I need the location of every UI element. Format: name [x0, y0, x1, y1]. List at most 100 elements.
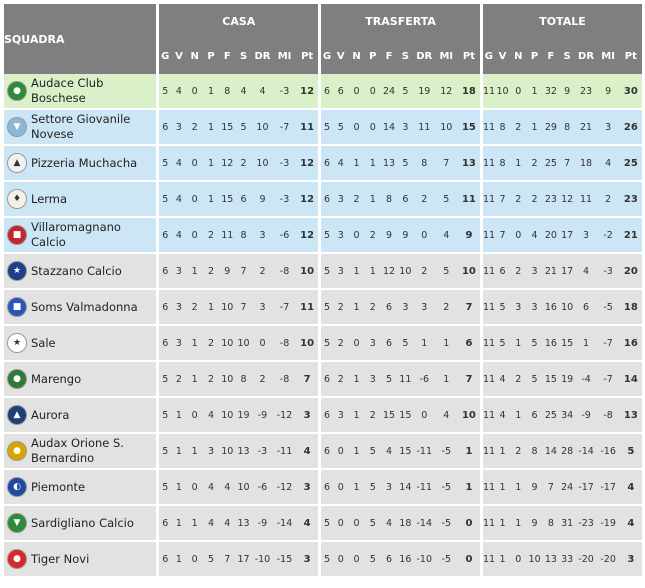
- trasferta-g-cell: 5: [318, 326, 333, 362]
- trasferta-p-cell: 1: [364, 254, 382, 290]
- trasferta-g-cell: 6: [318, 434, 333, 470]
- casa-g-cell: 6: [156, 290, 172, 326]
- team-name[interactable]: Tiger Novi: [31, 551, 90, 566]
- table-row[interactable]: ★ Sale 6 3 1 2 10 10 0 -8 10 5 2 0 3 6 5 1 1 6 11 5 1 5 16 15 1 -7 1…: [4, 326, 642, 362]
- trasferta-p-cell: 1: [364, 182, 382, 218]
- trasferta-p-cell: 5: [364, 470, 382, 506]
- trasferta-g-cell: 5: [318, 110, 333, 146]
- trasferta-p-cell: 0: [364, 110, 382, 146]
- trasferta-mi-cell: 4: [434, 218, 458, 254]
- team-crest-icon: ●: [7, 441, 27, 461]
- team-name[interactable]: Piemonte: [31, 479, 86, 494]
- trasferta-dr-cell: 0: [413, 398, 435, 434]
- team-cell: ★ Sale: [4, 326, 157, 362]
- trasferta-mi-cell: -5: [434, 542, 458, 578]
- casa-g-cell: 5: [156, 398, 172, 434]
- table-row[interactable]: ● Tiger Novi 6 1 0 5 7 17 -10 -15 3 5 0 0 5 6 16 -10 -5 0 11…: [4, 542, 642, 578]
- trasferta-f-cell: 6: [381, 326, 397, 362]
- totale-p-cell: 3: [526, 290, 543, 326]
- casa-f-cell: 12: [219, 146, 236, 182]
- totale-f-cell: 16: [542, 326, 559, 362]
- casa-col-s-header: S: [235, 38, 252, 74]
- totale-mi-cell: -16: [596, 434, 620, 470]
- trasferta-pt-cell: 11: [457, 182, 480, 218]
- trasferta-g-cell: 6: [318, 146, 333, 182]
- team-name[interactable]: Marengo: [31, 371, 82, 386]
- team-name[interactable]: Settore Giovanile Novese: [31, 112, 131, 141]
- trasferta-pt-cell: 9: [457, 218, 480, 254]
- trasferta-pt-cell: 7: [457, 290, 480, 326]
- totale-p-cell: 4: [526, 218, 543, 254]
- trasferta-p-cell: 2: [364, 218, 382, 254]
- casa-pt-cell: 12: [296, 146, 319, 182]
- trasferta-pt-cell: 1: [457, 470, 480, 506]
- trasferta-header: TRASFERTA: [318, 4, 480, 38]
- table-row[interactable]: ▼ Sardigliano Calcio 6 1 1 4 4 13 -9 -14 4 5 0 0 5 4 18-…: [4, 506, 642, 542]
- team-name[interactable]: Audax Orione S. Bernardino: [31, 436, 124, 465]
- totale-s-cell: 10: [558, 290, 576, 326]
- table-row[interactable]: ▼ Settore Giovanile Novese 6 3 2 1 15 5 10 -7 11 5 5…: [4, 110, 642, 146]
- trasferta-mi-cell: 12: [434, 74, 458, 110]
- team-name[interactable]: Stazzano Calcio: [31, 263, 122, 278]
- casa-dr-cell: 0: [251, 326, 273, 362]
- team-name[interactable]: Lerma: [31, 191, 68, 206]
- team-crest-icon: ◐: [7, 477, 27, 497]
- table-row[interactable]: ★ Stazzano Calcio 6 3 1 2 9 7 2 -8 10 5 3 1 1 12 10 2 5 10 1…: [4, 254, 642, 290]
- casa-col-dr-header: DR: [251, 38, 273, 74]
- team-name[interactable]: Villaromagnano Calcio: [31, 220, 121, 249]
- casa-f-cell: 4: [219, 470, 236, 506]
- team-cell: ● Marengo: [4, 362, 157, 398]
- team-name[interactable]: Sardigliano Calcio: [31, 515, 134, 530]
- trasferta-v-cell: 2: [332, 326, 349, 362]
- table-row[interactable]: ▲ Aurora 5 1 0 4 10 19 -9 -12 3 6 3 1 2 15 15 0 4 10 11 4 1 6 25…: [4, 398, 642, 434]
- table-row[interactable]: ▲ Pizzeria Muchacha 5 4 0 1 12 2 10 -3 12 6 4 1 1 13 5 8 7…: [4, 146, 642, 182]
- table-row[interactable]: ◐ Piemonte 5 1 0 4 4 10 -6 -12 3 6 0 1 5 3 14 -11 -5 1 11 1 1 9…: [4, 470, 642, 506]
- trasferta-mi-cell: 1: [434, 362, 458, 398]
- trasferta-n-cell: 0: [348, 74, 365, 110]
- casa-header: CASA: [156, 4, 319, 38]
- column-header-row: G V N P F S DR MI Pt G V N P F S DR MI Pt G V N P F S DR MI Pt: [4, 38, 642, 74]
- casa-col-f-header: F: [219, 38, 236, 74]
- totale-f-cell: 20: [542, 218, 559, 254]
- table-row[interactable]: ● Audace Club Boschese 5 4 0 1 8 4 4 -3 12 6 6 0 0 24 5 1…: [4, 74, 642, 110]
- team-crest-icon: ●: [7, 81, 27, 101]
- trasferta-v-cell: 0: [332, 506, 349, 542]
- totale-mi-cell: -8: [596, 398, 620, 434]
- totale-n-cell: 2: [510, 110, 527, 146]
- casa-g-cell: 6: [156, 542, 172, 578]
- team-name[interactable]: Audace Club Boschese: [31, 76, 104, 105]
- team-name[interactable]: Aurora: [31, 407, 70, 422]
- casa-mi-cell: -8: [272, 254, 297, 290]
- totale-s-cell: 12: [558, 182, 576, 218]
- trasferta-g-cell: 5: [318, 254, 333, 290]
- casa-pt-cell: 3: [296, 542, 319, 578]
- casa-mi-cell: -8: [272, 326, 297, 362]
- trasferta-dr-cell: 2: [413, 254, 435, 290]
- casa-pt-cell: 11: [296, 290, 319, 326]
- table-row[interactable]: ♦ Lerma 5 4 0 1 15 6 9 -3 12 6 3 2 1 8 6 2 5 11 11 7 2 2 23 12 11 2…: [4, 182, 642, 218]
- trasferta-p-cell: 0: [364, 74, 382, 110]
- trasferta-v-cell: 0: [332, 434, 349, 470]
- table-row[interactable]: ● Marengo 5 2 1 2 10 8 2 -8 7 6 2 1 3 5 11 -6 1 7 11 4 2 5 15 19-…: [4, 362, 642, 398]
- trasferta-f-cell: 15: [381, 398, 397, 434]
- casa-col-g-header: G: [156, 38, 172, 74]
- trasferta-dr-cell: -6: [413, 362, 435, 398]
- casa-s-cell: 10: [235, 470, 252, 506]
- casa-g-cell: 6: [156, 254, 172, 290]
- casa-pt-cell: 4: [296, 506, 319, 542]
- totale-s-cell: 31: [558, 506, 576, 542]
- totale-mi-cell: 4: [596, 146, 620, 182]
- totale-g-cell: 11: [479, 146, 495, 182]
- table-row[interactable]: ● Audax Orione S. Bernardino 5 1 1 3 10 13 -3 -11…: [4, 434, 642, 470]
- trasferta-s-cell: 5: [396, 74, 414, 110]
- table-row[interactable]: ■ Soms Valmadonna 6 3 2 1 10 7 3 -7 11 5 2 1 2 6 3 3 2 7 11 5…: [4, 290, 642, 326]
- table-row[interactable]: ■ Villaromagnano Calcio 6 4 0 2 11 8 3 -6 12 5 3 0 2 9 9…: [4, 218, 642, 254]
- trasferta-col-v-header: V: [332, 38, 349, 74]
- team-crest-icon: ●: [7, 549, 27, 569]
- totale-g-cell: 11: [479, 326, 495, 362]
- totale-p-cell: 3: [526, 254, 543, 290]
- team-name[interactable]: Sale: [31, 335, 56, 350]
- casa-s-cell: 13: [235, 434, 252, 470]
- team-name[interactable]: Soms Valmadonna: [31, 299, 138, 314]
- team-name[interactable]: Pizzeria Muchacha: [31, 155, 138, 170]
